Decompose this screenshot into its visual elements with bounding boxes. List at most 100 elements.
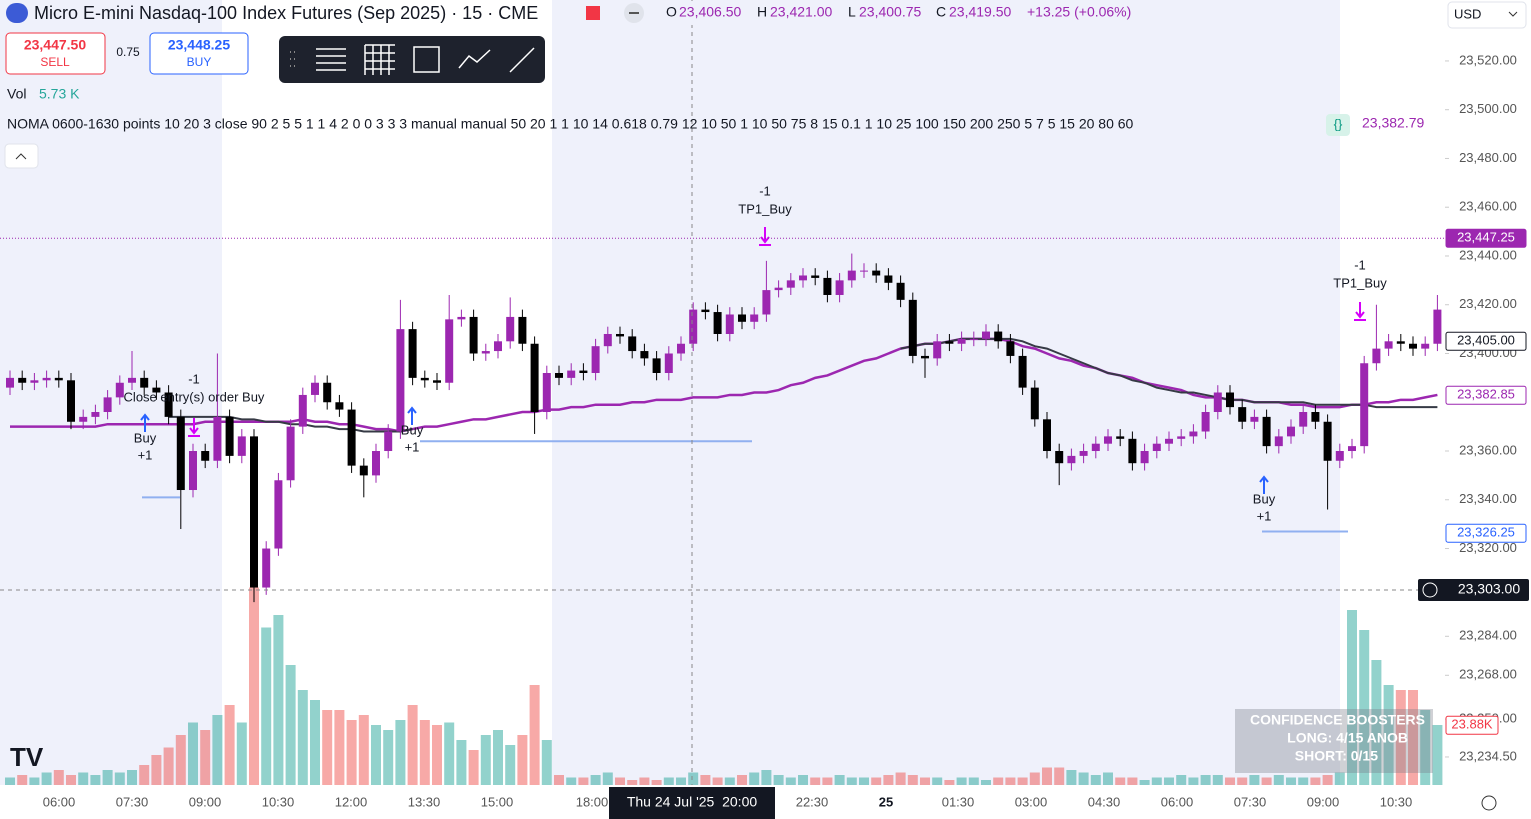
ohlc-bg xyxy=(662,1,1148,25)
volume-bar xyxy=(334,710,345,785)
candle-body xyxy=(957,338,966,344)
volume-bar xyxy=(53,770,64,785)
candle-body xyxy=(896,282,905,300)
volume-bar xyxy=(41,772,52,785)
x-tick-label: 09:00 xyxy=(189,794,222,809)
booster-short: SHORT: 0/15 xyxy=(1295,748,1378,764)
collapse-legend[interactable] xyxy=(4,143,39,169)
volume-bar xyxy=(1310,777,1321,785)
volume-bar xyxy=(749,772,760,785)
volume-bar xyxy=(102,770,113,785)
price-label-bg xyxy=(1445,228,1527,248)
buy-label: BUY xyxy=(187,55,212,69)
volume-bar xyxy=(968,777,979,785)
candle-body xyxy=(921,355,929,359)
candle-body xyxy=(54,377,63,381)
indicator-value: 23,382.79 xyxy=(1362,115,1424,131)
volume-bar xyxy=(395,720,406,785)
volume-bar xyxy=(615,777,625,785)
candle-body xyxy=(250,436,258,588)
volume-bar xyxy=(1408,690,1418,785)
volume-bar xyxy=(1029,772,1040,785)
candle-body xyxy=(1140,451,1149,464)
candle-body xyxy=(140,377,149,388)
candle-body xyxy=(237,436,246,456)
volume-bar xyxy=(1420,710,1431,785)
candle-body xyxy=(433,380,441,383)
y-tick-label: 23,284.00 xyxy=(1459,628,1517,643)
volume-bar xyxy=(810,777,821,785)
volume-bar xyxy=(578,777,589,785)
settings-icon[interactable] xyxy=(1481,795,1497,811)
candle-body xyxy=(1262,416,1271,447)
candle-body xyxy=(274,480,283,549)
candle-body xyxy=(860,270,868,272)
volume-bar xyxy=(1078,772,1089,785)
volume-bar xyxy=(1347,610,1357,785)
volume-bar xyxy=(1225,777,1235,785)
sell-price: 23,447.50 xyxy=(24,37,86,53)
candle-body xyxy=(1006,341,1015,356)
volume-bar xyxy=(761,770,772,785)
sell-button[interactable] xyxy=(5,32,106,75)
volume-bar xyxy=(663,777,674,785)
crosshair-price-bg xyxy=(1418,578,1529,601)
price-label: 23,447.25 xyxy=(1457,230,1515,245)
volume-bar xyxy=(419,720,430,785)
volume-bar xyxy=(66,775,76,785)
grip xyxy=(290,51,295,67)
buy-button[interactable] xyxy=(149,32,249,75)
volume-bar xyxy=(285,665,296,785)
candle-body xyxy=(67,380,75,422)
candle-body xyxy=(18,377,27,383)
volume-bar xyxy=(175,735,186,785)
candle-body xyxy=(286,426,295,481)
add-icon[interactable] xyxy=(1422,582,1438,598)
candle-body xyxy=(1323,421,1332,461)
candle-body xyxy=(872,270,881,276)
volume-bar xyxy=(1090,775,1101,785)
volume-bar xyxy=(700,775,711,785)
candle-body xyxy=(1116,436,1125,439)
currency-select[interactable] xyxy=(1447,1,1527,29)
crosshair-time-bg xyxy=(609,787,775,819)
volume-bar xyxy=(1249,775,1260,785)
tool-lines[interactable] xyxy=(316,48,346,71)
c-value: 23,419.50 xyxy=(949,4,1011,20)
volume-bar xyxy=(1176,775,1187,785)
volume-bar xyxy=(432,725,442,785)
candle-body xyxy=(847,270,856,281)
x-tick-label: 13:30 xyxy=(408,794,441,809)
x-tick-label: 09:00 xyxy=(1307,794,1340,809)
candle-body xyxy=(335,402,344,410)
candle-body xyxy=(201,451,210,461)
candle-body xyxy=(176,416,185,491)
symbol-title[interactable]: Micro E-mini Nasdaq-100 Index Futures (S… xyxy=(34,3,538,23)
candle-body xyxy=(396,329,405,432)
price-axis xyxy=(1445,0,1531,819)
candle-body xyxy=(640,351,649,359)
spread: 0.75 xyxy=(116,45,140,59)
volume-bar xyxy=(493,730,503,785)
volume-bar xyxy=(212,715,223,785)
candle-body xyxy=(1335,451,1344,461)
tool-rect[interactable] xyxy=(413,46,440,73)
signal-arrow xyxy=(188,418,200,437)
candle-body xyxy=(1396,341,1405,344)
candle-body xyxy=(1421,343,1430,349)
volume-bar xyxy=(1151,777,1162,785)
volume-bar xyxy=(785,777,796,785)
candle-body xyxy=(664,353,673,373)
volume-bar xyxy=(1066,770,1077,785)
candle-body xyxy=(115,382,124,398)
tool-path[interactable] xyxy=(458,49,491,69)
source-btn[interactable] xyxy=(1326,114,1350,136)
volume-bar xyxy=(1212,775,1223,785)
flag[interactable] xyxy=(586,6,600,20)
candle-body xyxy=(933,341,942,359)
tool-grid[interactable] xyxy=(364,44,395,75)
candle-body xyxy=(298,394,307,427)
candle-body xyxy=(1372,348,1381,364)
tool-trendline[interactable] xyxy=(509,47,535,73)
volume-bar xyxy=(712,777,723,785)
